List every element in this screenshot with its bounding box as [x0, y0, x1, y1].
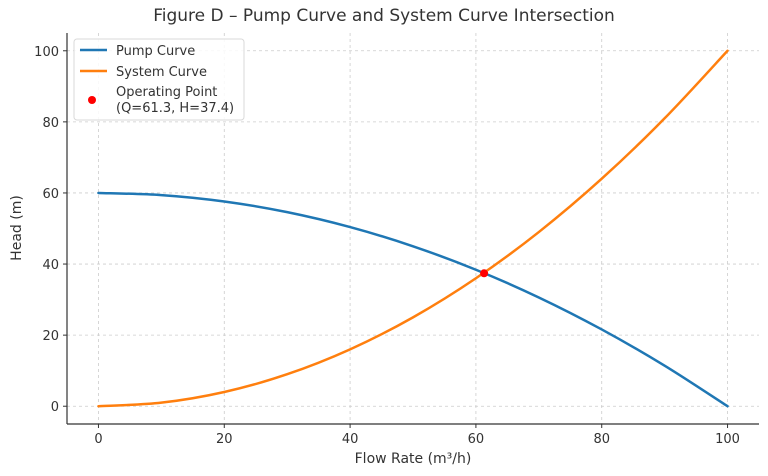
chart-title: Figure D – Pump Curve and System Curve I… [153, 6, 615, 26]
legend-label-system-curve: System Curve [116, 65, 207, 80]
y-tick-label: 100 [34, 45, 59, 60]
legend-label-pump-curve: Pump Curve [116, 44, 195, 59]
x-tick-label: 60 [468, 432, 485, 447]
legend-frame [73, 38, 245, 121]
y-tick-label: 20 [42, 329, 59, 344]
y-tick-label: 80 [42, 116, 59, 131]
x-tick-label: 20 [216, 432, 233, 447]
y-tick-label: 0 [51, 400, 59, 415]
y-tick-label: 60 [42, 187, 59, 202]
operating-point-marker [480, 269, 489, 278]
x-tick-label: 0 [94, 432, 102, 447]
x-tick-label: 80 [593, 432, 610, 447]
y-tick-label: 40 [42, 258, 59, 273]
x-axis-label: Flow Rate (m³/h) [355, 451, 472, 467]
legend-marker-operating-point [88, 96, 96, 104]
axes [66, 33, 759, 425]
series-line-pump-curve [97, 191, 729, 408]
ticks: 0 20 40 60 80 100 0 20 40 60 80 100 [34, 45, 740, 447]
y-axis-label: Head (m) [9, 195, 25, 261]
legend: Pump Curve System Curve Operating Point … [73, 38, 245, 121]
grid [67, 33, 759, 424]
points-layer [480, 269, 489, 278]
series-line-system-curve [97, 49, 729, 408]
x-tick-label: 100 [715, 432, 740, 447]
legend-label-operating-point-line1: Operating Point [116, 85, 217, 100]
series-layer [97, 49, 729, 408]
x-tick-label: 40 [342, 432, 359, 447]
legend-label-operating-point-line2: (Q=61.3, H=37.4) [116, 101, 234, 116]
